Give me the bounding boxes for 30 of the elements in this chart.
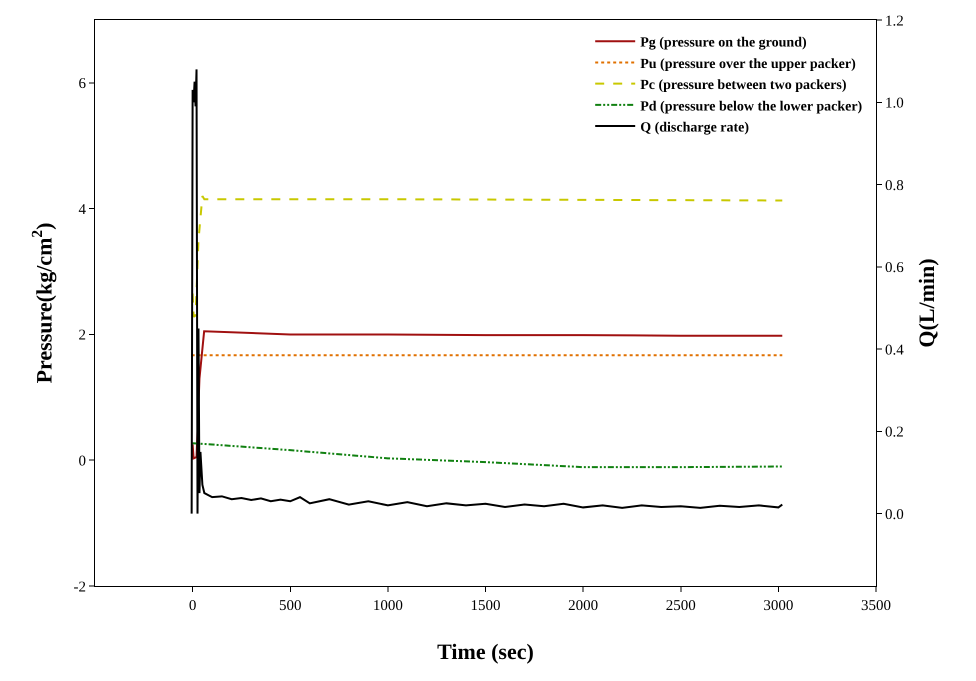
- y2-tick-label: 0.2: [885, 424, 904, 441]
- x-tick-label: 500: [279, 598, 302, 614]
- x-tick-label: 3500: [861, 598, 891, 614]
- x-tick-label: 3000: [763, 598, 794, 614]
- x-axis-title: Time (sec): [437, 638, 534, 664]
- line-series: [192, 195, 784, 318]
- y-tick-label: 0: [78, 453, 86, 470]
- legend-label: Pc (pressure between two packers): [640, 78, 847, 94]
- x-tick-label: 1000: [372, 598, 403, 614]
- y2-axis-title: Q(L/min): [914, 258, 940, 348]
- y2-tick-label: 1.2: [885, 13, 904, 30]
- x-tick-label: 2000: [568, 598, 598, 614]
- line-series: [192, 330, 784, 460]
- x-tick-label: 1500: [470, 598, 500, 614]
- y-tick-label: 6: [78, 76, 86, 92]
- y-tick-label: 4: [78, 202, 86, 218]
- y2-tick-label: 0.6: [885, 260, 904, 276]
- y2-tick-label: 0.8: [885, 178, 904, 194]
- y-tick-label: -2: [74, 579, 86, 596]
- legend-label: Pg (pressure on the ground): [640, 36, 807, 51]
- y2-tick-label: 1.0: [885, 96, 904, 112]
- x-tick-label: 0: [188, 598, 196, 614]
- legend-label: Pd (pressure below the lower packer): [640, 99, 863, 114]
- y2-tick-label: 0.0: [885, 506, 904, 523]
- y-tick-label: 2: [78, 328, 86, 344]
- legend-label: Pu (pressure over the upper packer): [640, 56, 856, 72]
- legend-label: Q (discharge rate): [640, 120, 750, 136]
- y2-tick-label: 0.4: [885, 342, 904, 358]
- x-tick-label: 2500: [666, 598, 696, 614]
- line-series: [192, 442, 784, 468]
